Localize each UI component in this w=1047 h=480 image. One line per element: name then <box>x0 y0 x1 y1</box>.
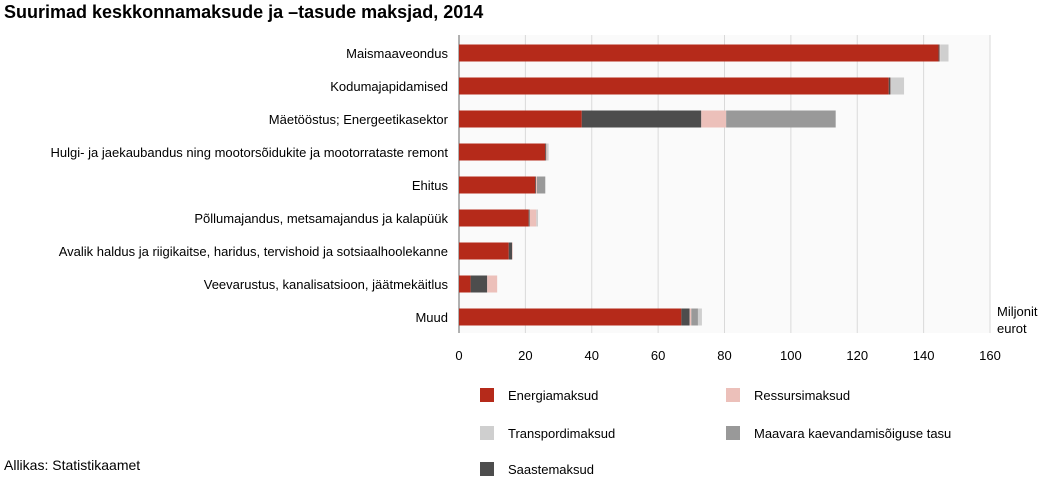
x-tick-label: 40 <box>585 348 599 363</box>
x-tick-label: 60 <box>651 348 665 363</box>
category-label: Veevarustus, kanalisatsioon, jäätmekäitl… <box>204 277 449 292</box>
legend-item: Maavara kaevandamisõiguse tasu <box>726 426 951 441</box>
bar-segment <box>890 77 905 95</box>
bar-segment <box>581 110 702 128</box>
chart-title: Suurimad keskkonnamaksude ja –tasude mak… <box>4 2 484 22</box>
bar-segment <box>459 44 939 62</box>
category-labels: Maismaaveondus Kodumajapidamised Mäetööstu… <box>51 46 449 325</box>
bar-segment <box>697 308 702 326</box>
category-label: Maismaaveondus <box>346 46 448 61</box>
bar-segment <box>939 44 941 62</box>
bar-segment <box>470 275 488 293</box>
legend-label: Ressursimaksud <box>754 388 850 403</box>
unit-label: Miljonit eurot <box>997 304 1038 336</box>
legend-swatch <box>726 388 740 402</box>
legend-item: Saastemaksud <box>480 462 594 477</box>
bar-segment <box>535 176 537 194</box>
x-tick-label: 100 <box>780 348 802 363</box>
category-label: Avalik haldus ja riigikaitse, haridus, t… <box>59 244 448 259</box>
bar-segment <box>459 77 889 95</box>
bar-segment <box>459 176 536 194</box>
category-label: Muud <box>415 310 448 325</box>
legend-item: Transpordimaksud <box>480 426 615 441</box>
legend: Energiamaksud Ressursimaksud Transpordimak… <box>480 388 951 477</box>
x-tick-label: 0 <box>455 348 462 363</box>
bar-segment <box>940 44 949 62</box>
bar-segment <box>938 44 940 62</box>
category-label: Põllumajandus, metsamajandus ja kalapüük <box>194 211 448 226</box>
bar-segment <box>487 275 498 293</box>
x-axis-ticks: 0 20 40 60 80 100 120 140 160 <box>455 348 1000 363</box>
x-tick-label: 80 <box>717 348 731 363</box>
bar-segment <box>691 308 698 326</box>
bar-segment <box>459 110 582 128</box>
bar-segment <box>545 143 547 161</box>
source-note: Allikas: Statistikaamet <box>4 457 141 473</box>
bar-segment <box>546 143 549 161</box>
bar-segment <box>888 77 891 95</box>
legend-swatch <box>480 426 494 440</box>
bar-segment <box>459 308 682 326</box>
x-tick-label: 20 <box>518 348 532 363</box>
category-label: Kodumajapidamised <box>330 79 448 94</box>
bar-segment <box>681 308 690 326</box>
legend-label: Saastemaksud <box>508 462 594 477</box>
category-label: Ehitus <box>412 178 449 193</box>
legend-swatch <box>480 388 494 402</box>
bar-segment <box>726 110 836 128</box>
bar-segment <box>512 242 513 260</box>
bar-segment <box>689 308 692 326</box>
bar-segment <box>459 275 471 293</box>
unit-label-line: Miljonit <box>997 304 1038 319</box>
bar-segment <box>529 209 537 227</box>
bar-segment <box>546 143 547 161</box>
bar-segment <box>459 209 529 227</box>
bar-segment <box>459 143 546 161</box>
legend-label: Energiamaksud <box>508 388 598 403</box>
x-tick-label: 140 <box>913 348 935 363</box>
bar-segment <box>701 110 727 128</box>
unit-label-line: eurot <box>997 321 1027 336</box>
bar-segment <box>535 176 536 194</box>
bar-layer <box>459 44 949 326</box>
legend-item: Ressursimaksud <box>726 388 850 403</box>
bar-segment <box>528 209 530 227</box>
legend-label: Maavara kaevandamisõiguse tasu <box>754 426 951 441</box>
bar-segment <box>536 209 538 227</box>
bar-segment <box>459 242 509 260</box>
bar-segment <box>508 242 513 260</box>
bar-segment <box>890 77 891 95</box>
legend-label: Transpordimaksud <box>508 426 615 441</box>
legend-swatch <box>726 426 740 440</box>
x-tick-label: 160 <box>979 348 1001 363</box>
bar-segment <box>536 176 546 194</box>
category-label: Hulgi- ja jaekaubandus ning mootorsõiduk… <box>51 145 449 160</box>
legend-swatch <box>480 462 494 476</box>
category-label: Mäetööstus; Energeetikasektor <box>269 112 449 127</box>
x-tick-label: 120 <box>846 348 868 363</box>
legend-item: Energiamaksud <box>480 388 598 403</box>
